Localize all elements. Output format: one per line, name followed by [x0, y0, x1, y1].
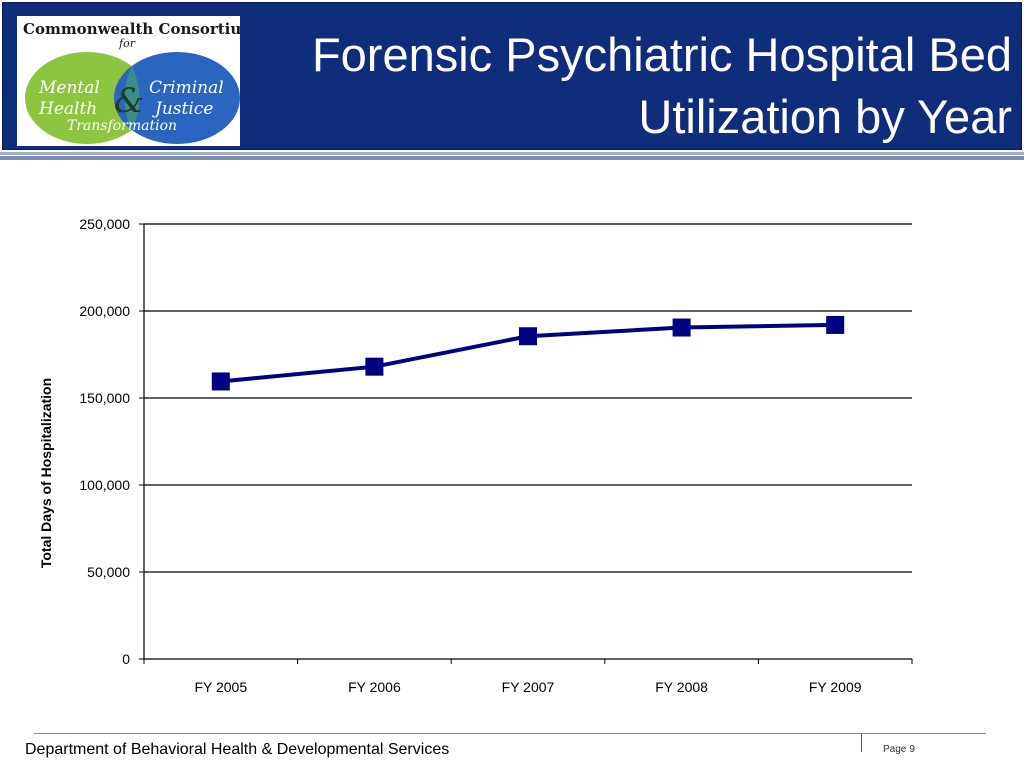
footer-rule	[34, 733, 986, 734]
chart-gridlines	[144, 223, 912, 573]
y-tick-label: 200,000	[79, 303, 130, 319]
x-tick-label: FY 2005	[194, 679, 247, 695]
chart-series	[211, 315, 845, 391]
logo-line2: for	[118, 37, 136, 50]
data-point-marker	[365, 357, 384, 376]
slide-title-line2: Utilization by Year	[638, 90, 1012, 143]
chart-x-ticks: FY 2005 FY 2006 FY 2007 FY 2008 FY 2009	[143, 659, 913, 695]
data-point-marker	[672, 318, 691, 337]
logo-right-word1: Criminal	[149, 78, 224, 98]
y-tick-label: 250,000	[79, 216, 130, 232]
chart-y-axis-label: Total Days of Hospitalization	[38, 378, 54, 568]
header-divider	[0, 152, 1024, 160]
slide-title-line1: Forensic Psychiatric Hospital Bed	[311, 28, 1012, 81]
x-tick-label: FY 2008	[655, 679, 708, 695]
y-tick-label: 150,000	[79, 390, 130, 406]
data-point-marker	[519, 327, 537, 346]
logo-right-word2: Justice	[152, 99, 213, 119]
logo-left-word1: Mental	[38, 78, 100, 98]
bed-utilization-chart: 0 50,000 100,000 150,000 200,000 250,000 FY 2…	[38, 216, 913, 695]
chart-y-ticks: 0 50,000 100,000 150,000 200,000 250,000	[79, 216, 144, 667]
chart-axes	[143, 224, 912, 660]
logo-bottom-text: Transformation	[67, 118, 177, 134]
y-tick-label: 50,000	[87, 564, 130, 580]
page-label: Page	[883, 744, 907, 755]
logo-left-text: Mental Health	[38, 78, 105, 119]
x-tick-label: FY 2007	[502, 679, 555, 695]
x-tick-label: FY 2006	[348, 679, 401, 695]
logo-ampersand: &	[114, 81, 144, 121]
logo-right-text: Criminal Justice	[149, 78, 229, 119]
logo-left-word2: Health	[38, 99, 97, 119]
logo-blue-circle	[114, 52, 240, 144]
consortium-logo-graphic: Commonwealth Consortium for & Mental Hea…	[23, 20, 257, 144]
x-tick-label: FY 2009	[809, 679, 862, 695]
footer-department: Department of Behavioral Health & Develo…	[25, 741, 450, 758]
logo-green-circle	[25, 52, 149, 144]
data-point-marker	[826, 315, 845, 334]
page-number: Page 9	[880, 744, 915, 755]
page-separator	[861, 734, 862, 752]
logo-line1: Commonwealth Consortium	[23, 20, 240, 38]
slide-title: Forensic Psychiatric Hospital Bed Utiliz…	[252, 24, 1012, 148]
data-point-marker	[211, 372, 230, 391]
y-tick-label: 0	[122, 651, 130, 667]
slide-header: Commonwealth Consortium for & Mental Hea…	[0, 0, 1024, 152]
y-tick-label: 100,000	[79, 477, 130, 493]
consortium-logo: Commonwealth Consortium for & Mental Hea…	[17, 16, 257, 146]
page-number-value: 9	[909, 744, 915, 755]
logo-overlap	[124, 66, 140, 130]
